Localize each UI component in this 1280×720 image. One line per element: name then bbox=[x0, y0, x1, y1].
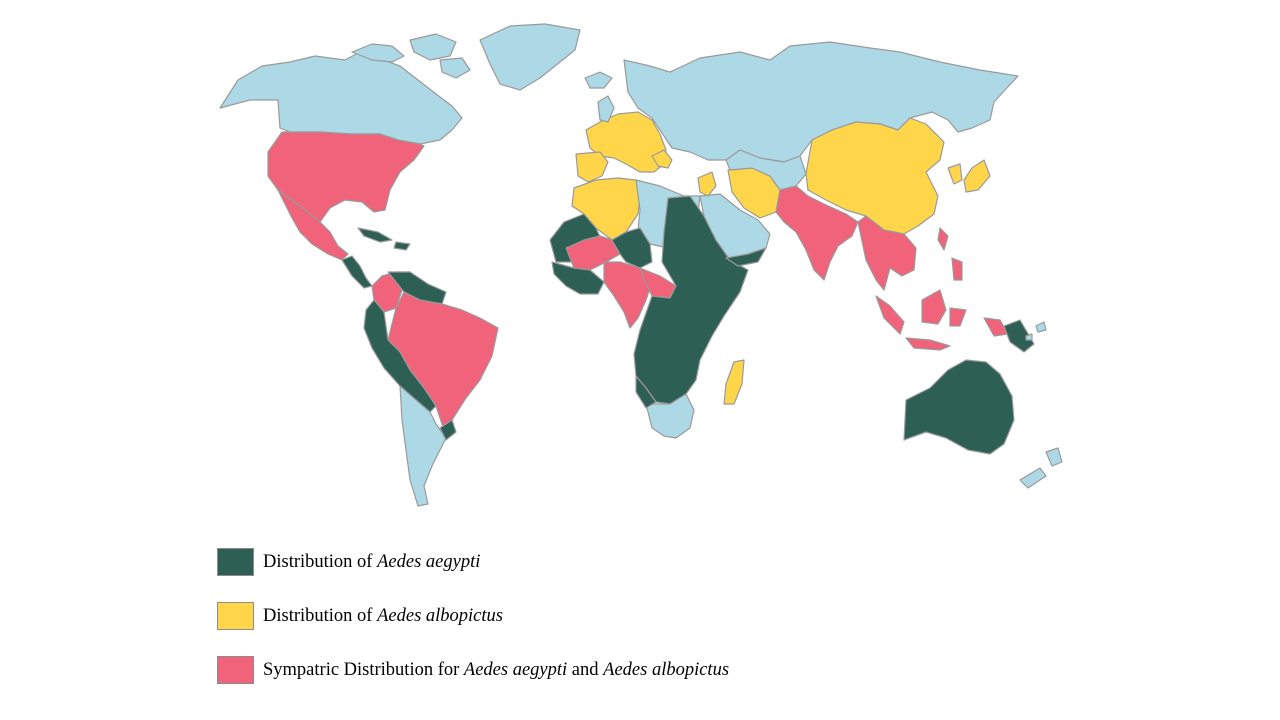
region-small-islands bbox=[1025, 321, 1047, 341]
region-cuba bbox=[357, 227, 411, 251]
region-south-asia bbox=[775, 185, 859, 281]
region-russia-north-europe bbox=[623, 41, 1019, 163]
region-coastal-west-africa bbox=[551, 261, 605, 295]
region-philippines bbox=[937, 227, 963, 281]
region-levant bbox=[697, 171, 717, 197]
region-uruguay bbox=[439, 419, 457, 441]
region-new-zealand bbox=[1019, 447, 1063, 489]
region-iceland bbox=[584, 71, 613, 89]
region-uk bbox=[597, 95, 615, 123]
legend-item-sympatric: Sympatric Distribution for Aedes aegypti… bbox=[217, 656, 729, 684]
region-greenland bbox=[479, 23, 581, 91]
region-indonesia bbox=[875, 289, 1009, 351]
region-yemen bbox=[725, 247, 767, 267]
region-china bbox=[805, 117, 945, 235]
legend-label-sympatric: Sympatric Distribution for Aedes aegypti… bbox=[263, 659, 730, 680]
region-arctic-islands bbox=[351, 33, 471, 79]
world-map bbox=[219, 23, 1063, 507]
legend-item-aegypti: Distribution of Aedes aegypti bbox=[217, 548, 480, 576]
legend-item-albopictus: Distribution of Aedes albopictus bbox=[217, 602, 503, 630]
region-balkans bbox=[651, 149, 673, 169]
region-southern-africa bbox=[645, 393, 695, 439]
region-north-africa-west bbox=[571, 177, 641, 241]
legend-label-albopictus: Distribution of Aedes albopictus bbox=[263, 605, 503, 626]
region-nigeria-cameroon bbox=[603, 261, 653, 329]
legend-label-aegypti: Distribution of Aedes aegypti bbox=[263, 551, 481, 572]
region-central-america bbox=[341, 255, 373, 289]
region-canada-alaska bbox=[219, 51, 463, 145]
region-png bbox=[1003, 319, 1035, 353]
legend-swatch-aegypti bbox=[217, 548, 254, 576]
region-se-asia bbox=[857, 215, 917, 291]
region-madagascar bbox=[723, 359, 745, 405]
region-japan bbox=[947, 159, 991, 193]
legend-swatch-albopictus bbox=[217, 602, 254, 630]
region-mexico bbox=[277, 189, 349, 261]
region-australia bbox=[903, 359, 1015, 455]
region-central-asia bbox=[725, 149, 807, 191]
region-chad bbox=[611, 227, 653, 269]
region-namibia bbox=[635, 375, 657, 409]
region-argentina-chile bbox=[399, 385, 447, 507]
region-iberia bbox=[575, 151, 609, 183]
legend-swatch-sympatric bbox=[217, 656, 254, 684]
